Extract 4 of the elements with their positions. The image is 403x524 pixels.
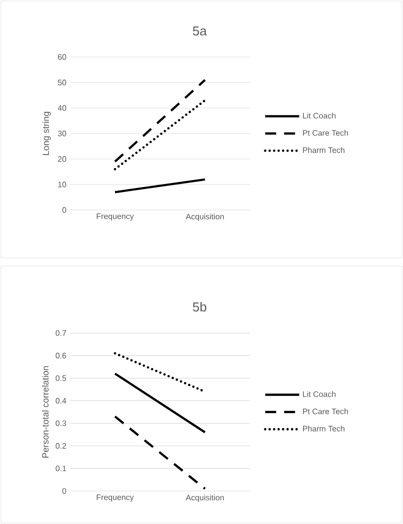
chart-title: 5a (192, 26, 207, 36)
y-axis-title: Person-total correlation (42, 366, 49, 458)
chart-title: 5b (192, 302, 206, 312)
y-axis-title: Long string (42, 112, 51, 155)
